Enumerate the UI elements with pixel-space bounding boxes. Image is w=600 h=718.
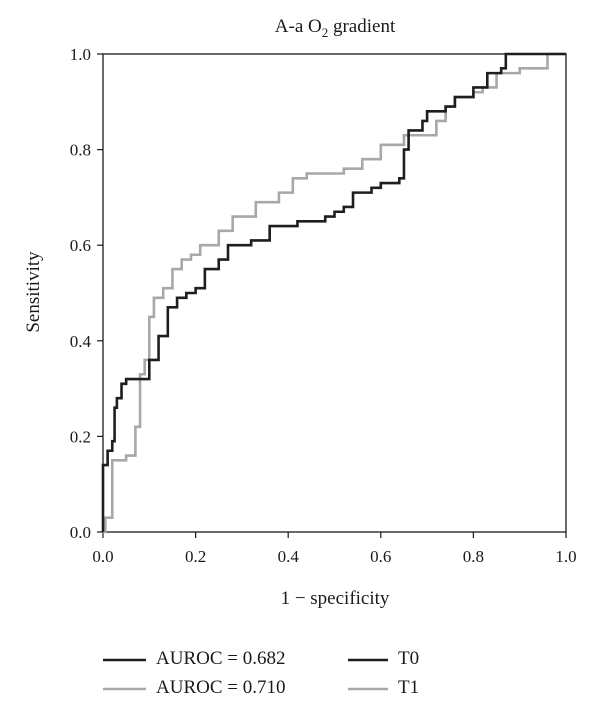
chart-title-subscript: 2 <box>321 24 329 40</box>
legend-label-2: AUROC = 0.710 <box>156 677 286 698</box>
chart-title-rest: gradient <box>328 16 396 37</box>
series-line-t0 <box>101 52 566 532</box>
y-tick-label: 0.2 <box>70 427 91 446</box>
legend-label-1: T0 <box>398 648 420 669</box>
x-tick-label: 0.4 <box>278 547 300 566</box>
y-tick-label: 1.0 <box>70 45 91 64</box>
y-tick-label: 0.8 <box>70 141 91 160</box>
y-tick-label: 0.4 <box>70 332 92 351</box>
y-axis-label: Sensitivity <box>23 251 44 333</box>
x-tick-label: 1.0 <box>555 547 576 566</box>
x-tick-label: 0.8 <box>463 547 484 566</box>
x-tick-label: 0.6 <box>370 547 391 566</box>
chart-title: A-a O2 gradient <box>100 16 570 41</box>
x-axis-label: 1 − specificity <box>280 588 390 609</box>
y-tick-label: 0.6 <box>70 236 91 255</box>
plot-frame <box>102 53 567 533</box>
x-tick-label: 0.2 <box>185 547 206 566</box>
x-tick-label: 0.0 <box>92 547 113 566</box>
y-tick-label: 0.0 <box>70 523 91 542</box>
legend-label-0: AUROC = 0.682 <box>156 648 286 669</box>
chart-title-main: A-a O <box>274 16 322 37</box>
legend-label-3: T1 <box>398 677 420 698</box>
series-line-t1 <box>103 52 566 534</box>
